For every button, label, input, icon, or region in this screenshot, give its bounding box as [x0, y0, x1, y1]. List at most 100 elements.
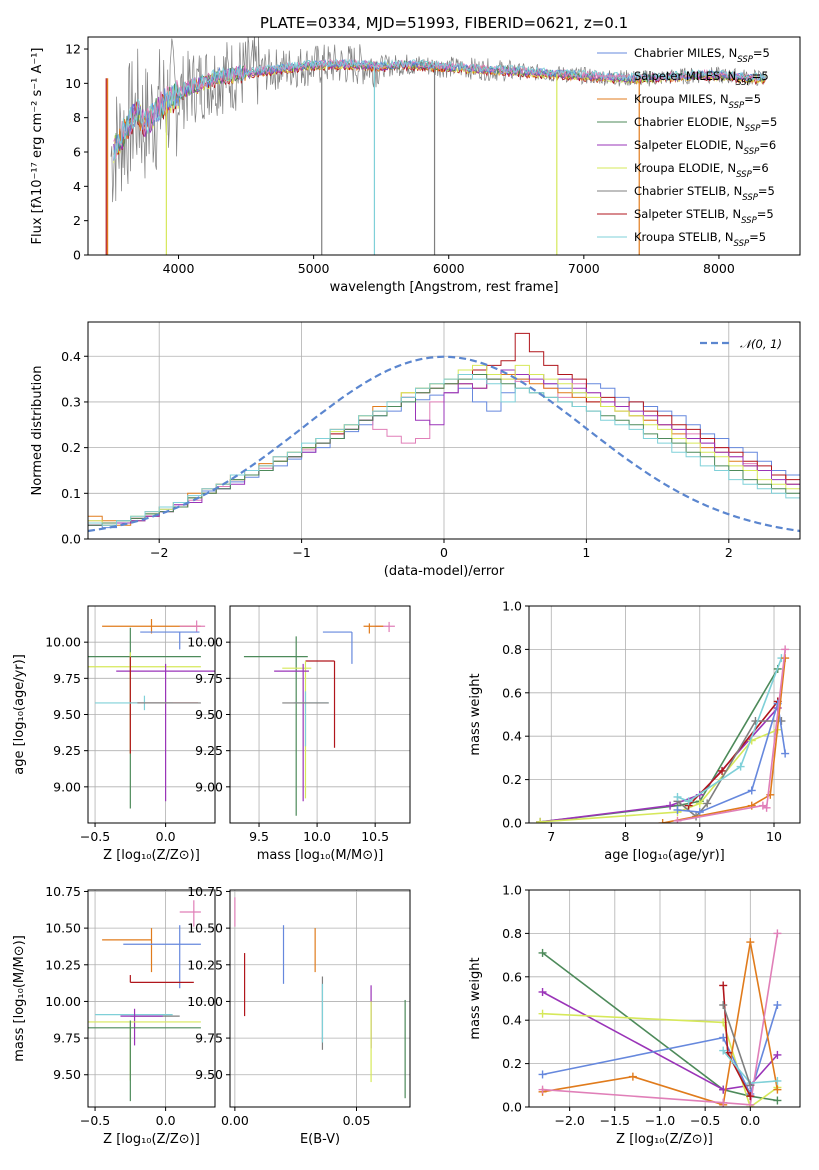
panel-age-vs-mass: 9.5 10.0 10.5 9.00 9.25 9.50 9.75 10.00 mass [lo…: [187, 605, 411, 863]
tick-label-y: 8: [73, 110, 81, 125]
series-line-salpeter-miles: [677, 649, 786, 822]
tick-label-y: 10.25: [45, 957, 81, 972]
legend-label: Kroupa STELIB, NSSP=5: [634, 230, 766, 249]
tick-label-x: 1: [582, 545, 590, 560]
legend-label: 𝒩(0, 1): [740, 337, 782, 351]
tick-label-x: 0.0: [156, 1113, 176, 1128]
tick-label-y: 9.25: [53, 743, 81, 758]
tick-label-x: 10.0: [303, 829, 331, 844]
plot-area: [243, 621, 395, 816]
tick-label-y: 10.75: [187, 884, 223, 899]
x-axis-label: Z [log₁₀(Z/Z⊙)]: [616, 1132, 713, 1147]
tick-label-y: 9.75: [53, 671, 81, 686]
tick-label-y: 9.75: [53, 1031, 81, 1046]
tick-label-y: 0.2: [61, 440, 81, 455]
tick-label-x: 10: [766, 829, 782, 844]
tick-label-x: −0.5: [80, 1113, 110, 1128]
tick-label-y: 2: [73, 213, 81, 228]
tick-label-x: −2.0: [554, 1113, 584, 1128]
tick-label-y: 10.50: [45, 921, 81, 936]
tick-label-y: 0.1: [61, 486, 81, 501]
panel-massweight-vs-age: 7 8 9 10 0.0 0.2 0.4 0.6 0.8 1.0 age [log₁₀(age/yr…: [468, 599, 801, 863]
tick-label-x: −1.0: [645, 1113, 675, 1128]
legend-label: Salpeter ELODIE, NSSP=6: [634, 138, 776, 157]
tick-label-x: 0.00: [221, 1113, 249, 1128]
tick-label-y: 10.00: [45, 635, 81, 650]
tick-label-y: 1.0: [502, 883, 522, 898]
x-axis-label: Z [log₁₀(Z/Z⊙)]: [103, 1132, 200, 1147]
tick-label-y: 0.2: [502, 772, 522, 787]
tick-label-y: 9.00: [195, 779, 223, 794]
axes-frame: [87, 889, 216, 1108]
tick-label-y: 0.0: [502, 1100, 522, 1115]
tick-label-y: 9.75: [195, 671, 223, 686]
tick-label-x: 0: [440, 545, 448, 560]
x-axis-label: wavelength [Angstrom, rest frame]: [330, 280, 559, 295]
histogram-kroupa-stelib: [88, 374, 800, 526]
plot-area: [105, 37, 767, 255]
tick-label-x: 9.5: [249, 829, 269, 844]
tick-label-x: −2: [150, 545, 168, 560]
tick-label-x: −1.5: [600, 1113, 630, 1128]
tick-label-x: −0.5: [690, 1113, 720, 1128]
plot-area: [88, 900, 201, 1102]
panel-mass-vs-Z: −0.5 0.0 9.50 9.75 10.00 10.25 10.50 10.75 Z [lo…: [12, 884, 216, 1147]
tick-label-y: 10.25: [187, 957, 223, 972]
panel-massweight-vs-Z: −2.0 −1.5 −1.0 −0.5 0.0 0.0 0.2 0.4 0.6 0.8 1.0 Z […: [468, 883, 801, 1147]
tick-label-x: 0.05: [343, 1113, 371, 1128]
tick-label-x: −0.5: [80, 829, 110, 844]
series-line-salpeter-stelib: [688, 700, 779, 807]
tick-label-y: 10.00: [187, 994, 223, 1009]
tick-label-x: 2: [725, 545, 733, 560]
tick-label-y: 10.75: [45, 884, 81, 899]
histogram-chabrier-miles: [88, 374, 800, 529]
histogram-salpeter-elodie: [88, 369, 800, 526]
legend-label: Chabrier ELODIE, NSSP=5: [634, 115, 777, 134]
tick-label-y: 0.6: [502, 685, 522, 700]
tick-label-y: 0.2: [502, 1056, 522, 1071]
tick-label-y: 0.4: [61, 349, 81, 364]
tick-label-y: 0.3: [61, 394, 81, 409]
tick-label-y: 0.0: [502, 816, 522, 831]
series-line-salpeter-elodie: [542, 991, 778, 1091]
x-axis-label: Z [log₁₀(Z/Z⊙)]: [103, 848, 200, 863]
tick-label-y: 6: [73, 145, 81, 160]
legend-label: Kroupa MILES, NSSP=5: [634, 92, 761, 111]
histogram-chabrier-elodie: [88, 374, 800, 526]
series-line-chabrier-elodie: [542, 952, 778, 1102]
plot-area: [88, 619, 215, 809]
tick-label-y: 0.0: [61, 532, 81, 547]
gaussian-curve: [88, 355, 800, 533]
tick-label-y: 9.50: [53, 1067, 81, 1082]
tick-label-y: 0.4: [502, 1013, 522, 1028]
y-axis-label: Normed distribution: [30, 366, 45, 496]
series-line-kroupa-miles: [662, 658, 786, 823]
tick-label-y: 9.50: [53, 707, 81, 722]
tick-label-x: 6000: [433, 261, 465, 276]
legend-label: Chabrier STELIB, NSSP=5: [634, 184, 775, 203]
tick-label-y: 10.50: [187, 921, 223, 936]
tick-label-y: 9.50: [195, 707, 223, 722]
tick-label-x: 10.5: [361, 829, 389, 844]
y-axis-label: mass weight: [468, 957, 483, 1039]
plot-area: [538, 929, 782, 1107]
series-line-chabrier-stelib: [722, 1004, 752, 1086]
y-axis-label: mass [log₁₀(M/M⊙)]: [12, 935, 27, 1062]
legend-label: Salpeter MILES, NSSP=5: [634, 69, 769, 88]
plot-area: [88, 332, 800, 533]
tick-label-x: 0.0: [156, 829, 176, 844]
x-axis-label: age [log₁₀(age/yr)]: [604, 848, 725, 863]
tick-label-y: 0.8: [502, 642, 522, 657]
tick-label-y: 0.4: [502, 729, 522, 744]
y-axis-label: mass weight: [468, 673, 483, 755]
series-line-kroupa-stelib: [677, 657, 783, 803]
tick-label-y: 0.8: [502, 926, 522, 941]
axes-frame: [528, 889, 801, 1108]
legend: 𝒩(0, 1): [700, 337, 782, 351]
model-line-kroupa-stelib: [113, 58, 766, 160]
tick-label-x: 9: [696, 829, 704, 844]
plot-area: [234, 897, 406, 1099]
tick-label-y: 1.0: [502, 599, 522, 614]
legend-label: Salpeter STELIB, NSSP=5: [634, 207, 774, 226]
